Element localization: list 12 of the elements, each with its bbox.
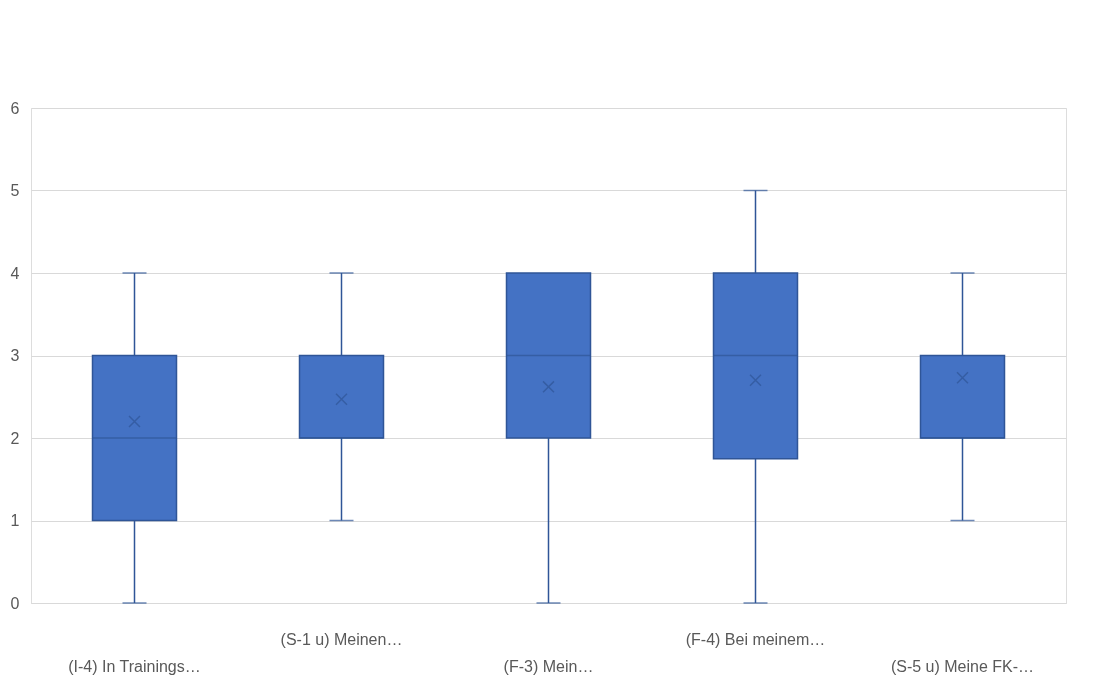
x-tick-label: (S-5 u) Meine FK-… xyxy=(890,658,1035,675)
y-tick-label: 3 xyxy=(10,347,20,364)
x-tick-label: (I-4) In Trainings… xyxy=(68,658,201,675)
y-tick-label: 1 xyxy=(10,512,20,529)
y-tick-label: 4 xyxy=(10,264,20,282)
x-tick-label: (F-4) Bei meinem… xyxy=(685,631,826,648)
x-tick-label: (F-3) Mein… xyxy=(503,658,594,675)
y-tick-label: 0 xyxy=(10,594,20,612)
y-tick-label: 2 xyxy=(10,429,20,447)
y-tick-label: 5 xyxy=(10,182,20,199)
y-tick-label: 6 xyxy=(10,99,20,117)
x-tick-label: (S-1 u) Meinen… xyxy=(280,631,403,648)
